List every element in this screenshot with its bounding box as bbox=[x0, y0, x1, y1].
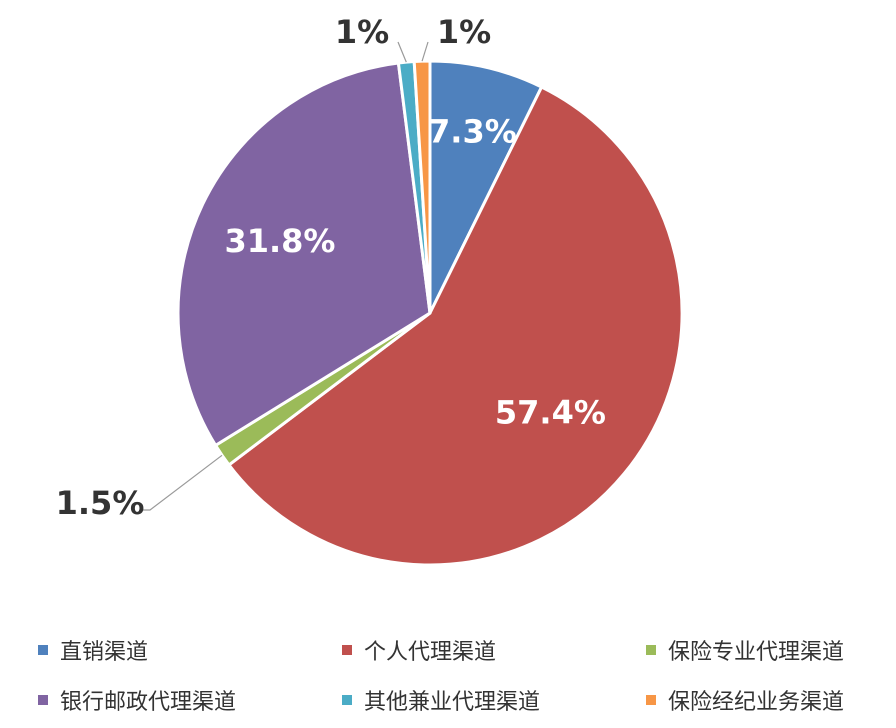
legend-item-other-agency: 其他兼业代理渠道 bbox=[342, 686, 646, 715]
leader-line bbox=[397, 41, 407, 63]
legend-label: 个人代理渠道 bbox=[364, 640, 497, 665]
data-label-brokerage: 1% bbox=[437, 13, 491, 51]
legend-label: 保险专业代理渠道 bbox=[668, 640, 845, 665]
legend: 直销渠道 个人代理渠道 保险专业代理渠道 银行邮政代理渠道 其他兼业代理渠道 保… bbox=[38, 636, 878, 715]
pie-chart-svg: 7.3% 57.4% 1.5% 31.8% 1% 1% bbox=[56, 13, 684, 567]
data-label-individual-agent: 57.4% bbox=[495, 394, 606, 432]
legend-swatch bbox=[342, 695, 352, 705]
label-leader-lines bbox=[143, 41, 429, 511]
data-label-bank-post-agency: 31.8% bbox=[224, 222, 335, 260]
data-label-professional-agency: 1.5% bbox=[56, 484, 145, 522]
legend-item-direct: 直销渠道 bbox=[38, 636, 342, 665]
legend-swatch bbox=[38, 695, 48, 705]
leader-line bbox=[421, 41, 429, 62]
legend-label: 直销渠道 bbox=[60, 640, 149, 665]
legend-swatch bbox=[342, 645, 352, 655]
slice-bank-post-agency bbox=[176, 61, 432, 447]
legend-label: 银行邮政代理渠道 bbox=[60, 690, 237, 715]
legend-label: 保险经纪业务渠道 bbox=[668, 690, 845, 715]
data-labels: 7.3% 57.4% 1.5% 31.8% 1% 1% bbox=[56, 13, 606, 522]
legend-swatch bbox=[646, 645, 656, 655]
data-label-direct: 7.3% bbox=[428, 112, 517, 150]
legend-item-individual-agent: 个人代理渠道 bbox=[342, 636, 646, 665]
legend-item-bank-post-agency: 银行邮政代理渠道 bbox=[38, 686, 342, 715]
data-label-other-agency: 1% bbox=[335, 13, 389, 51]
legend-label: 其他兼业代理渠道 bbox=[364, 690, 541, 715]
legend-swatch bbox=[38, 645, 48, 655]
slice-direct bbox=[428, 59, 544, 315]
slice-individual-agent bbox=[227, 85, 684, 567]
legend-item-professional-agency: 保险专业代理渠道 bbox=[646, 636, 878, 665]
legend-item-brokerage: 保险经纪业务渠道 bbox=[646, 686, 878, 715]
leader-line bbox=[143, 454, 223, 511]
legend-swatch bbox=[646, 695, 656, 705]
pie-slices bbox=[176, 59, 684, 567]
